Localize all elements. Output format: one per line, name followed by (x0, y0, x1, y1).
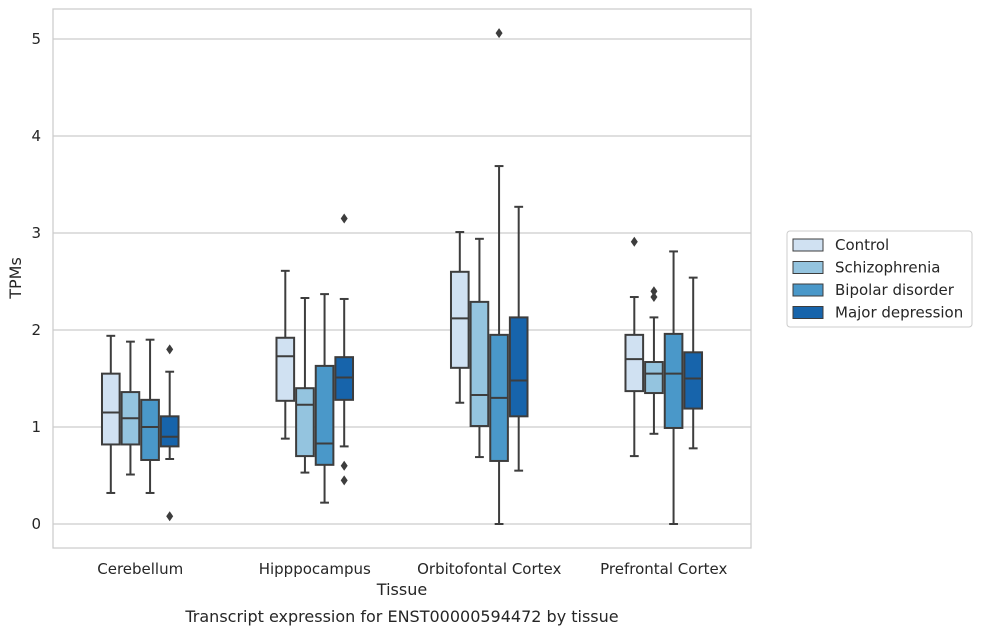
box-iqr (624, 333, 645, 393)
box-schizophrenia (469, 237, 490, 459)
y-axis-ticks: 0 1 2 3 4 5 (31, 30, 41, 533)
box-bipolar-disorder (314, 293, 335, 504)
y-axis-title: TPMs (6, 257, 25, 300)
outlier-point (340, 460, 348, 471)
legend-swatch (792, 283, 824, 297)
box-iqr (449, 270, 470, 369)
box-iqr (314, 364, 335, 466)
x-tick-label: Orbitofontal Cortex (417, 560, 561, 578)
outlier-point (495, 28, 503, 39)
box-iqr (140, 398, 160, 461)
outlier-point (650, 292, 658, 303)
box-iqr (100, 372, 121, 446)
box-control (275, 269, 296, 440)
box-bipolar-disorder (663, 250, 684, 525)
y-tick-label: 5 (31, 30, 41, 48)
outlier-point (340, 475, 348, 486)
y-tick-label: 4 (31, 127, 41, 145)
box-major-depression (683, 276, 704, 450)
box-iqr (159, 415, 180, 448)
box-schizophrenia (120, 340, 141, 476)
box-schizophrenia (644, 286, 664, 435)
box-bipolar-disorder (140, 338, 160, 494)
plot-area-frame (52, 8, 752, 549)
boxes (100, 28, 704, 525)
box-major-depression (508, 205, 529, 472)
box-iqr (275, 336, 296, 402)
outlier-point (166, 511, 174, 522)
box-schizophrenia (295, 296, 315, 474)
box-iqr (683, 351, 704, 410)
outlier-point (650, 286, 658, 297)
legend-label: Control (835, 236, 889, 254)
x-tick-label: Prefrontal Cortex (600, 560, 727, 578)
legend-label: Major depression (835, 304, 963, 322)
legend-swatch (792, 261, 824, 274)
legend-label: Bipolar disorder (835, 281, 955, 299)
box-bipolar-disorder (489, 28, 509, 525)
box-iqr (644, 361, 664, 395)
box-iqr (295, 387, 315, 458)
box-iqr (469, 300, 490, 428)
x-axis-title: Tissue (376, 580, 427, 599)
box-control (100, 334, 121, 494)
legend: Control Schizophrenia Bipolar disorder Majo… (786, 230, 973, 328)
legend-frame (786, 230, 973, 328)
box-major-depression (159, 344, 180, 522)
x-tick-label: Cerebellum (97, 560, 183, 578)
box-iqr (663, 332, 684, 429)
x-tick-label: Hipppocampus (259, 560, 371, 578)
box-control (624, 236, 645, 458)
outlier-point (340, 213, 348, 224)
legend-label: Schizophrenia (835, 259, 940, 277)
legend-swatch (792, 306, 824, 319)
y-tick-label: 0 (31, 515, 41, 533)
box-iqr (508, 316, 529, 418)
outlier-point (630, 236, 638, 247)
box-major-depression (334, 213, 355, 486)
chart-caption: Transcript expression for ENST0000059447… (184, 607, 618, 626)
box-control (449, 231, 470, 404)
outlier-point (166, 344, 174, 355)
y-tick-label: 2 (31, 321, 41, 339)
y-tick-label: 1 (31, 418, 41, 436)
y-tick-label: 3 (31, 224, 41, 242)
x-axis-ticks: Cerebellum Hipppocampus Orbitofontal Corte… (97, 560, 727, 578)
legend-swatch (792, 238, 824, 252)
